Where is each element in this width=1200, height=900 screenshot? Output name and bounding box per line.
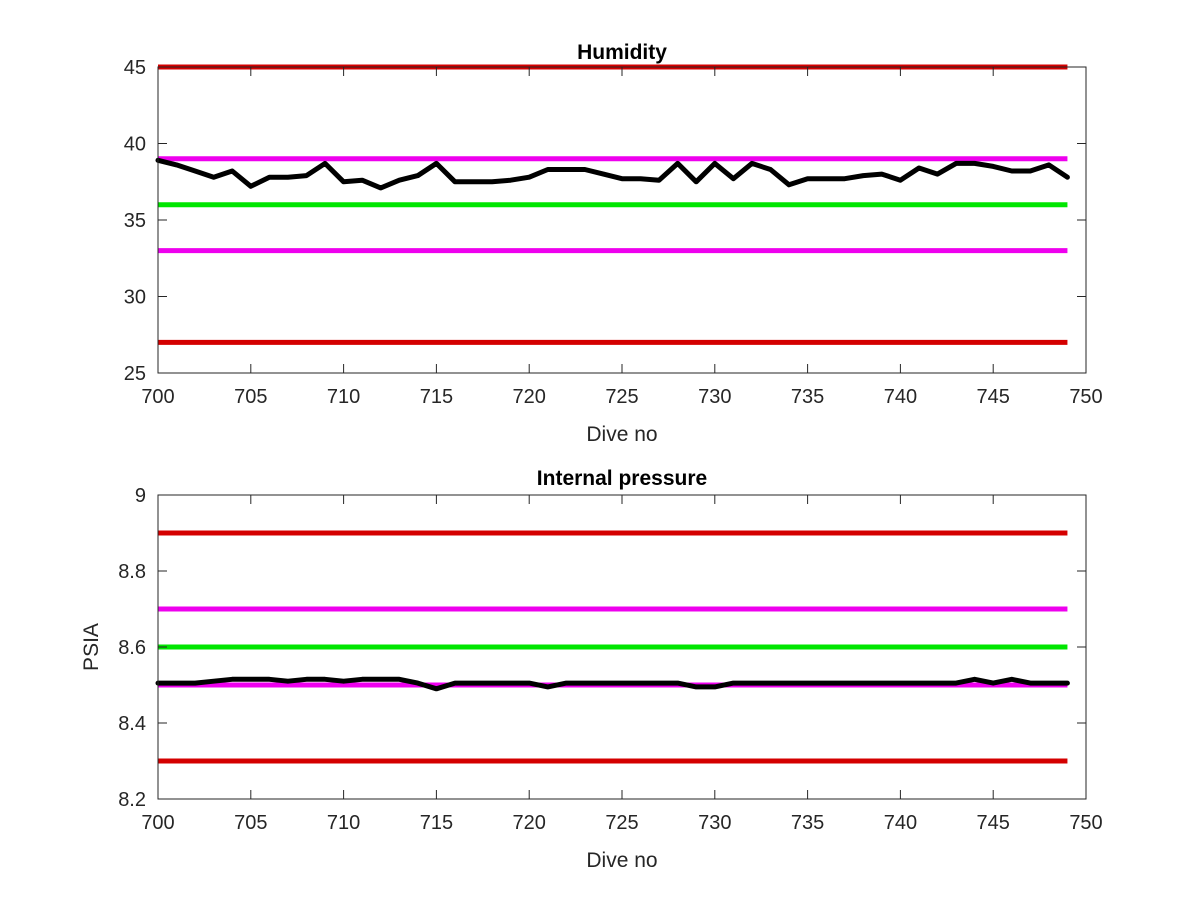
x-tick-label: 700 — [141, 386, 174, 408]
x-tick-label: 715 — [420, 812, 453, 834]
x-tick-label: 745 — [977, 812, 1010, 834]
x-tick-label: 725 — [605, 386, 638, 408]
plot-area — [158, 67, 1086, 373]
x-tick-label: 705 — [234, 812, 267, 834]
series-line-0 — [155, 157, 1070, 191]
x-tick-label: 705 — [234, 386, 267, 408]
x-tick-label: 720 — [513, 386, 546, 408]
y-tick-label: 8.4 — [118, 713, 146, 735]
x-tick-label: 700 — [141, 812, 174, 834]
y-tick-label: 8.6 — [118, 637, 146, 659]
x-tick-label: 720 — [513, 812, 546, 834]
y-tick-label: 8.2 — [118, 789, 146, 811]
x-tick-label: 745 — [977, 386, 1010, 408]
y-tick-label: 45 — [124, 57, 146, 79]
x-tick-label: 735 — [791, 386, 824, 408]
x-tick-label: 730 — [698, 386, 731, 408]
y-tick-label: 35 — [124, 210, 146, 232]
x-tick-label: 740 — [884, 812, 917, 834]
x-axis-label: Dive no — [586, 423, 657, 446]
chart-title: Humidity — [577, 41, 667, 64]
x-tick-label: 730 — [698, 812, 731, 834]
y-tick-label: 40 — [124, 134, 146, 156]
x-tick-label: 750 — [1069, 812, 1102, 834]
y-axis-label: PSIA — [80, 623, 103, 671]
x-tick-label: 710 — [327, 812, 360, 834]
x-tick-label: 715 — [420, 386, 453, 408]
x-axis-label: Dive no — [586, 849, 657, 872]
x-tick-label: 735 — [791, 812, 824, 834]
x-tick-label: 750 — [1069, 386, 1102, 408]
y-tick-label: 30 — [124, 287, 146, 309]
y-tick-label: 25 — [124, 363, 146, 385]
x-tick-label: 740 — [884, 386, 917, 408]
series-line-0 — [155, 676, 1070, 692]
x-tick-label: 710 — [327, 386, 360, 408]
y-tick-label: 9 — [135, 485, 146, 507]
chart-panel-2: 700 705 710 715 720 725 730 735 740 745 750 8.2 8.4 8… — [80, 467, 1103, 872]
chart-panel-1: 700 705 710 715 720 725 730 735 740 745 750 25 30 35 4… — [124, 41, 1103, 446]
y-tick-label: 8.8 — [118, 561, 146, 583]
chart-title: Internal pressure — [537, 467, 707, 490]
x-tick-label: 725 — [605, 812, 638, 834]
